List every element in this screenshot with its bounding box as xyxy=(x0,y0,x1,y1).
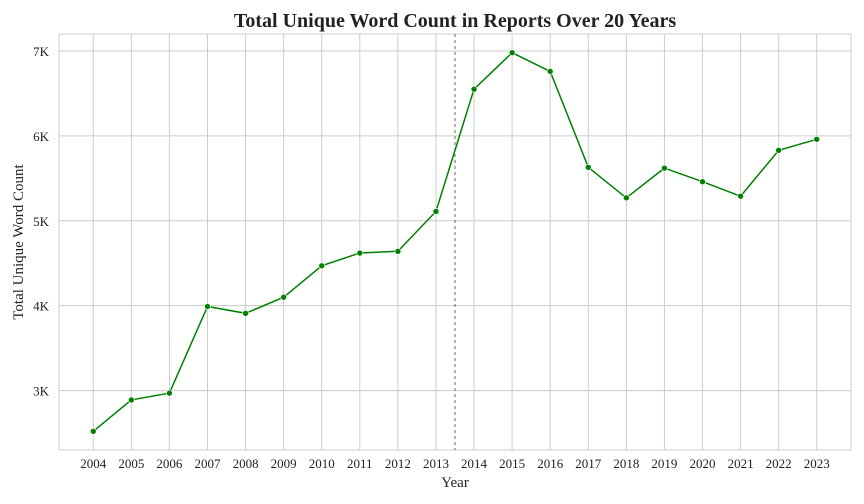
y-tick-label: 7K xyxy=(33,44,50,59)
series-line xyxy=(92,51,817,432)
y-tick-label: 4K xyxy=(33,299,50,314)
data-point xyxy=(280,293,287,301)
data-point xyxy=(470,85,478,93)
x-axis-label: Year xyxy=(441,475,469,491)
x-tick-label: 2023 xyxy=(804,456,830,471)
x-tick-label: 2022 xyxy=(766,456,792,471)
x-tick-label: 2015 xyxy=(499,456,525,471)
x-tick-label: 2018 xyxy=(613,456,639,471)
x-tick-label: 2005 xyxy=(118,456,144,471)
data-point xyxy=(356,249,364,257)
x-tick-label: 2011 xyxy=(347,456,373,471)
chart-title: Total Unique Word Count in Reports Over … xyxy=(234,10,676,32)
data-point xyxy=(623,194,630,202)
data-point xyxy=(546,68,554,75)
data-point xyxy=(584,163,592,171)
data-point xyxy=(204,303,211,310)
x-tick-label: 2014 xyxy=(461,456,488,471)
x-tick-label: 2010 xyxy=(309,456,335,471)
x-axis-ticks: 2004 2005 2006 2007 2008 2009 2010 2011 2012 2013… xyxy=(80,456,829,471)
x-tick-label: 2007 xyxy=(195,456,222,471)
data-point xyxy=(775,147,782,154)
data-point xyxy=(813,135,821,143)
plot-area xyxy=(58,33,852,451)
data-point xyxy=(89,428,97,435)
x-tick-label: 2012 xyxy=(385,456,411,471)
data-point xyxy=(661,164,668,172)
x-tick-label: 2016 xyxy=(537,456,564,471)
x-tick-label: 2006 xyxy=(156,456,183,471)
x-tick-label: 2019 xyxy=(651,456,677,471)
data-point xyxy=(394,248,402,255)
data-point xyxy=(242,310,249,317)
data-point xyxy=(699,178,706,186)
x-tick-label: 2021 xyxy=(728,456,754,471)
data-point xyxy=(737,192,744,200)
y-axis-ticks: 3K 4K 5K 6K 7K xyxy=(33,44,50,399)
data-point xyxy=(166,389,173,397)
data-point xyxy=(318,262,326,270)
grid-lines xyxy=(59,34,851,450)
data-point xyxy=(508,49,516,56)
x-tick-label: 2008 xyxy=(233,456,259,471)
x-tick-label: 2013 xyxy=(423,456,449,471)
data-points xyxy=(89,49,821,435)
x-tick-label: 2009 xyxy=(271,456,297,471)
x-tick-label: 2017 xyxy=(575,456,602,471)
data-point xyxy=(128,396,135,404)
data-point xyxy=(432,208,440,215)
y-tick-label: 6K xyxy=(33,129,50,144)
x-tick-label: 2004 xyxy=(80,456,107,471)
y-tick-label: 5K xyxy=(33,214,50,229)
y-axis-label: Total Unique Word Count xyxy=(11,163,27,319)
y-tick-label: 3K xyxy=(33,384,50,399)
x-tick-label: 2020 xyxy=(690,456,716,471)
